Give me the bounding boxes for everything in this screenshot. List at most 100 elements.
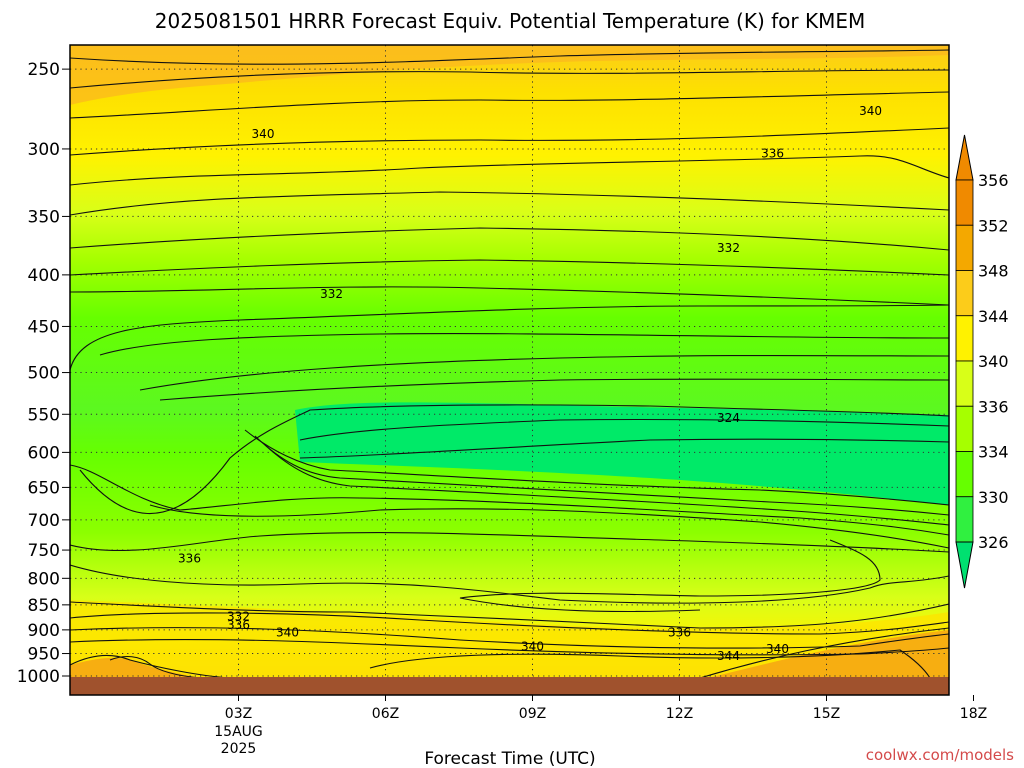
chart-title: 2025081501 HRRR Forecast Equiv. Potentia… <box>155 9 865 33</box>
colorbar-swatch <box>955 405 974 452</box>
contour-label: 340 <box>252 127 275 141</box>
contour-line <box>70 127 949 156</box>
contour-line <box>70 612 949 635</box>
y-tick-label: 250 <box>28 60 60 80</box>
contour-line <box>70 259 949 276</box>
contour-label: 332 <box>717 241 740 255</box>
plot-frame <box>69 44 950 696</box>
y-tick-label: 1000 <box>17 667 60 687</box>
contour-lines <box>70 49 949 679</box>
contour-label: 332 <box>320 287 343 301</box>
x-tick-label: 06Z <box>372 706 399 722</box>
y-tick-label: 750 <box>28 541 60 561</box>
y-tick-label: 550 <box>28 405 60 425</box>
contour-line <box>109 655 201 679</box>
contour-label: 340 <box>521 640 544 654</box>
contour-label: 336 <box>668 625 691 639</box>
gridlines <box>70 45 949 695</box>
y-tick-label: 950 <box>28 645 60 665</box>
colorbar-tick-label: 334 <box>978 443 1009 462</box>
contour-line <box>459 539 881 613</box>
y-tick-label: 500 <box>28 364 60 384</box>
contour-line <box>70 532 949 553</box>
field-region-lower-yellow <box>70 600 949 680</box>
contour-line <box>70 564 949 604</box>
colorbar-swatch <box>955 179 974 226</box>
contour-line <box>264 444 949 526</box>
contour-line <box>149 504 949 549</box>
colorbar-swatch <box>955 360 974 407</box>
watermark: coolwx.com/models <box>866 746 1014 764</box>
y-tick-label: 650 <box>28 478 60 498</box>
y-axis: 250 300 350 400 450 500 550 600 650 700 750 800 850 9… <box>17 60 70 687</box>
y-tick-label: 900 <box>28 621 60 641</box>
colorbar-tick-label: 336 <box>978 397 1009 416</box>
x-tick-label: 09Z <box>519 706 546 722</box>
contour-label: 340 <box>766 642 789 656</box>
colorbar-swatch <box>955 451 974 498</box>
y-tick-label: 350 <box>28 207 60 227</box>
colorbar-swatch <box>955 496 974 543</box>
contour-label: 340 <box>276 625 299 639</box>
y-tick-label: 700 <box>28 511 60 531</box>
contour-line <box>699 627 949 679</box>
contour-label: 340 <box>859 104 882 118</box>
field-background <box>70 45 949 695</box>
colorbar-swatch <box>955 224 974 271</box>
contour-label: 344 <box>717 649 740 663</box>
contour-line <box>79 404 949 515</box>
colorbar-tick-label: 340 <box>978 352 1009 371</box>
y-tick-label: 300 <box>28 140 60 160</box>
field-region-core-green <box>295 402 949 505</box>
contour-line <box>159 378 949 401</box>
colorbar-tick-label: 356 <box>978 171 1009 190</box>
contour-label: 336 <box>227 618 250 632</box>
contour-line <box>254 435 949 516</box>
contour-line <box>70 601 949 629</box>
x-tick-label: 15Z <box>813 706 840 722</box>
contour-line <box>244 429 949 506</box>
contour-line <box>70 638 949 656</box>
y-tick-label: 800 <box>28 569 60 589</box>
y-tick-label: 850 <box>28 596 60 616</box>
colorbar-bottom-arrow <box>955 541 974 589</box>
contour-line <box>70 191 949 216</box>
y-tick-label: 400 <box>28 266 60 286</box>
contour-label: 332 <box>227 610 250 624</box>
colorbar-top-arrow <box>955 134 974 181</box>
x-tick-date-label: 15AUG <box>214 724 263 740</box>
contour-line <box>299 418 949 441</box>
x-tick-label: 18Z <box>960 706 987 722</box>
contour-line <box>70 627 949 649</box>
ground-below-surface <box>70 677 949 695</box>
colorbar-tick-label: 344 <box>978 307 1009 326</box>
field-region-top-orange <box>70 45 949 105</box>
colorbar-swatch <box>955 315 974 362</box>
x-tick-label: 03Z <box>225 706 252 722</box>
field-region-surface-orange <box>70 630 949 680</box>
contour-label: 324 <box>717 411 740 425</box>
contour-line <box>70 654 231 679</box>
contour-line <box>70 49 949 65</box>
contour-label: 336 <box>178 552 201 566</box>
colorbar-tick-label: 326 <box>978 533 1009 552</box>
colorbar: 356 352 348 344 340 336 334 330 326 <box>955 134 1009 589</box>
contour-line <box>369 649 931 679</box>
contour-line <box>299 438 949 459</box>
contour-label: 336 <box>761 146 784 160</box>
contour-line <box>70 155 949 186</box>
contour-line <box>70 227 949 251</box>
colorbar-tick-label: 348 <box>978 262 1009 281</box>
contour-line <box>70 69 949 89</box>
contour-line <box>139 354 949 391</box>
contour-line <box>70 304 949 371</box>
contour-line <box>70 91 949 119</box>
colorbar-tick-label: 352 <box>978 216 1009 235</box>
y-tick-label: 450 <box>28 317 60 337</box>
contour-line <box>70 286 949 306</box>
contour-line <box>70 464 949 536</box>
